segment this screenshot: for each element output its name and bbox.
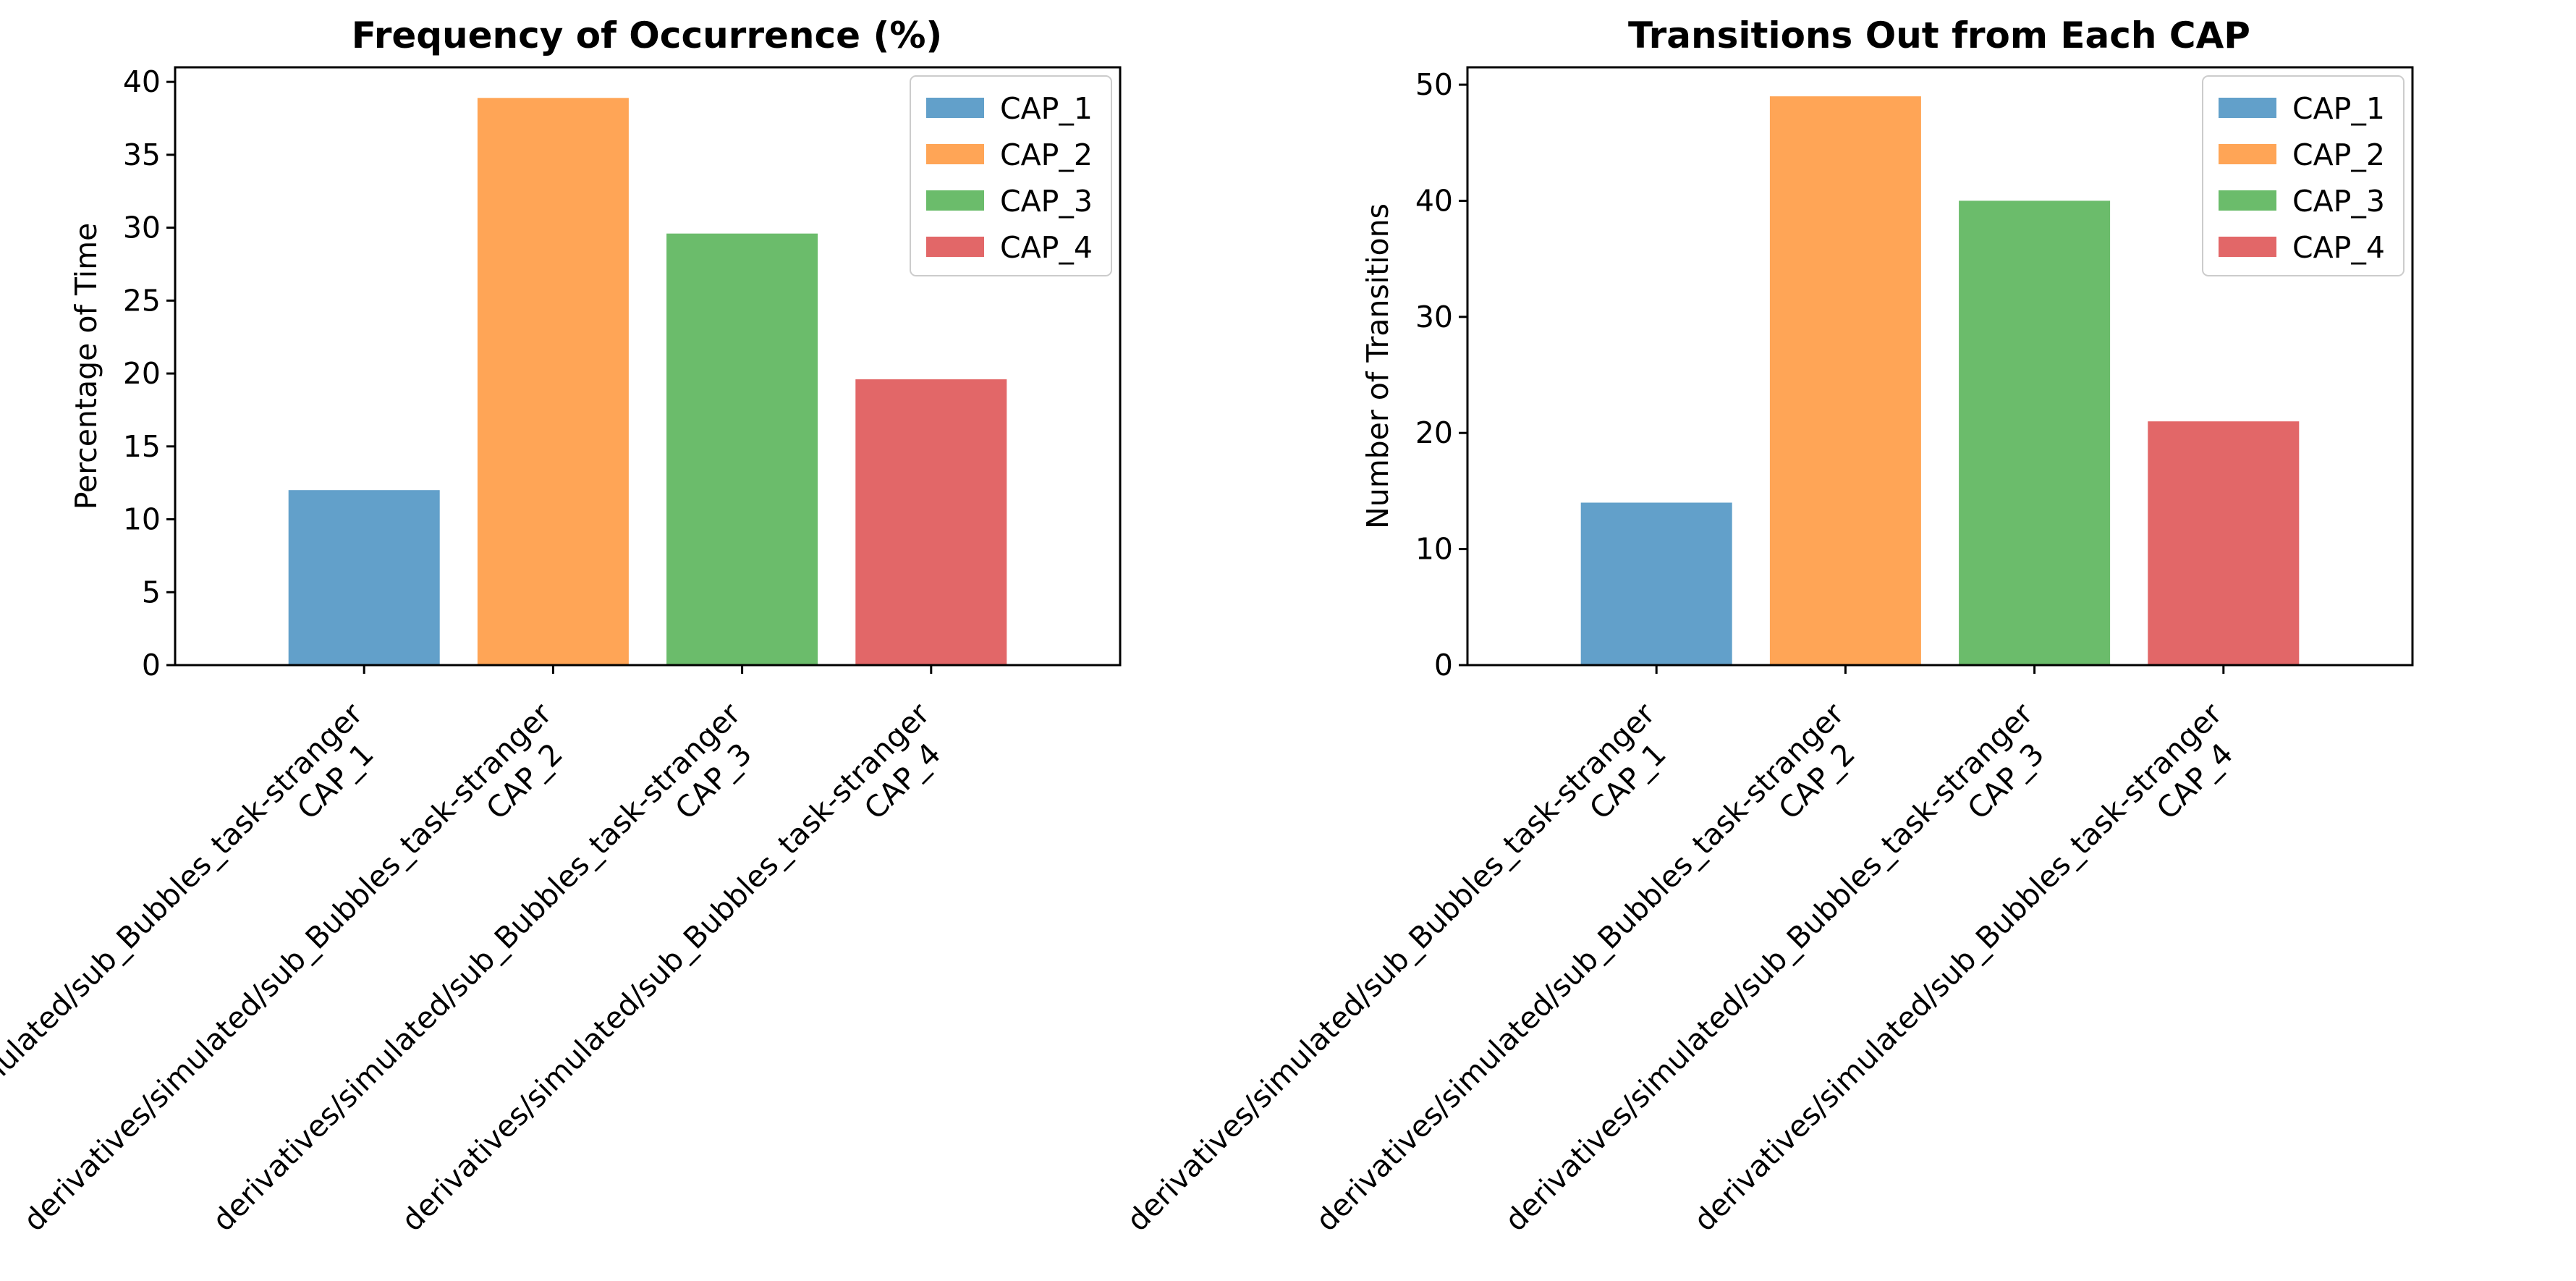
transitions-chart: Transitions Out from Each CAP Number of …: [1120, 14, 2414, 1238]
bar-cap-3: [1959, 200, 2111, 665]
legend-swatch: [926, 144, 984, 164]
legend-swatch: [2219, 237, 2276, 257]
y-tick-label: 50: [1415, 67, 1453, 102]
y-axis-label: Number of Transitions: [1360, 203, 1395, 529]
legend: CAP_1 CAP_2 CAP_3 CAP_4: [910, 75, 1112, 276]
y-ticks: 0 5 10 15 20 25 30 35 40: [123, 64, 175, 682]
legend-box: [910, 75, 1112, 276]
bar-cap-1: [1580, 502, 1732, 665]
y-tick-label: 40: [1415, 183, 1453, 218]
bar-cap-2: [477, 98, 629, 666]
bar-cap-2: [1769, 96, 1921, 666]
chart-title: Frequency of Occurrence (%): [352, 14, 943, 56]
y-tick-label: 5: [142, 575, 161, 609]
bar-cap-4: [2148, 421, 2300, 665]
chart-title: Transitions Out from Each CAP: [1628, 14, 2250, 56]
y-tick-label: 30: [123, 211, 161, 245]
y-tick-label: 10: [1415, 532, 1453, 567]
legend-label: CAP_1: [1000, 91, 1093, 126]
legend-label: CAP_2: [2292, 138, 2385, 172]
legend-label: CAP_3: [2292, 184, 2385, 219]
legend-swatch: [926, 98, 984, 118]
legend-box: [2202, 75, 2405, 276]
y-tick-label: 30: [1415, 300, 1453, 334]
y-tick-label: 15: [123, 429, 161, 464]
bar-cap-4: [855, 379, 1007, 665]
y-ticks: 0 10 20 30 40 50: [1415, 67, 1467, 682]
y-tick-label: 35: [123, 138, 161, 172]
bars: [288, 98, 1007, 666]
y-tick-label: 0: [1434, 648, 1453, 682]
bar-cap-3: [666, 233, 818, 665]
y-axis-label: Percentage of Time: [69, 223, 103, 510]
legend-swatch: [2219, 190, 2276, 211]
y-tick-label: 10: [123, 502, 161, 537]
y-tick-label: 40: [123, 64, 161, 99]
legend-swatch: [926, 190, 984, 211]
y-tick-label: 0: [142, 648, 161, 682]
legend-label: CAP_2: [1000, 138, 1093, 172]
y-tick-label: 25: [123, 283, 161, 318]
legend: CAP_1 CAP_2 CAP_3 CAP_4: [2202, 75, 2405, 276]
y-tick-label: 20: [1415, 415, 1453, 450]
legend-label: CAP_1: [2292, 91, 2385, 126]
legend-swatch: [926, 237, 984, 257]
legend-swatch: [2219, 98, 2276, 118]
legend-swatch: [2219, 144, 2276, 164]
y-tick-label: 20: [123, 356, 161, 391]
bar-cap-1: [288, 490, 440, 665]
legend-label: CAP_3: [1000, 184, 1093, 219]
plot-area-frame: [1466, 66, 2414, 667]
frequency-chart: Frequency of Occurrence (%) Percentage o…: [0, 14, 1122, 1238]
legend-label: CAP_4: [1000, 230, 1093, 265]
bars: [1580, 96, 2300, 666]
plot-area-frame: [174, 66, 1122, 667]
legend-label: CAP_4: [2292, 230, 2385, 265]
